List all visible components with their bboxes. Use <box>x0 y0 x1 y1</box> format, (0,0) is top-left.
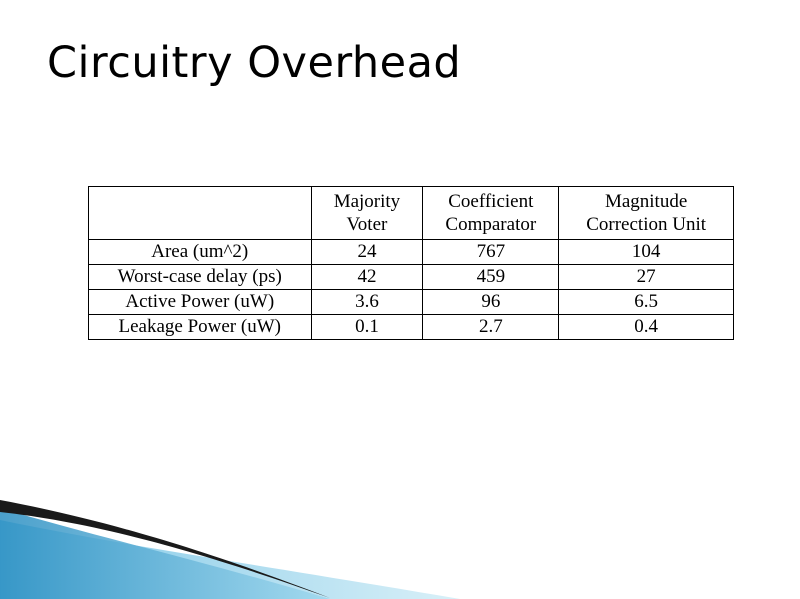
value-cell: 6.5 <box>558 289 734 315</box>
row-label-cell: Leakage Power (uW) <box>88 314 312 340</box>
table-header-row: Majority Voter Coefficient Comparator Magnit… <box>88 186 734 240</box>
header-cell: Majority Voter <box>310 186 424 240</box>
table-row: Active Power (uW) 3.6 96 6.5 <box>88 289 734 315</box>
value-cell: 2.7 <box>422 314 560 340</box>
wave-mid-band <box>0 508 330 599</box>
value-cell: 27 <box>558 264 734 290</box>
value-cell: 767 <box>422 239 560 265</box>
value-cell: 42 <box>310 264 424 290</box>
value-cell: 0.1 <box>310 314 424 340</box>
wave-light-band <box>0 520 460 599</box>
value-cell: 24 <box>310 239 424 265</box>
row-label-cell: Active Power (uW) <box>88 289 312 315</box>
overhead-table: Majority Voter Coefficient Comparator Magnit… <box>88 186 734 340</box>
header-cell: Coefficient Comparator <box>422 186 560 240</box>
table-row: Worst-case delay (ps) 42 459 27 <box>88 264 734 290</box>
header-cell <box>88 186 312 240</box>
value-cell: 0.4 <box>558 314 734 340</box>
slide-title: Circuitry Overhead <box>47 38 462 88</box>
table-row: Area (um^2) 24 767 104 <box>88 239 734 265</box>
value-cell: 459 <box>422 264 560 290</box>
value-cell: 96 <box>422 289 560 315</box>
value-cell: 3.6 <box>310 289 424 315</box>
row-label-cell: Area (um^2) <box>88 239 312 265</box>
table-body: Area (um^2) 24 767 104 Worst-case delay (ps)… <box>88 239 734 340</box>
value-cell: 104 <box>558 239 734 265</box>
header-cell: Magnitude Correction Unit <box>558 186 734 240</box>
wave-dark-stroke <box>0 500 330 598</box>
row-label-cell: Worst-case delay (ps) <box>88 264 312 290</box>
table-row: Leakage Power (uW) 0.1 2.7 0.4 <box>88 314 734 340</box>
